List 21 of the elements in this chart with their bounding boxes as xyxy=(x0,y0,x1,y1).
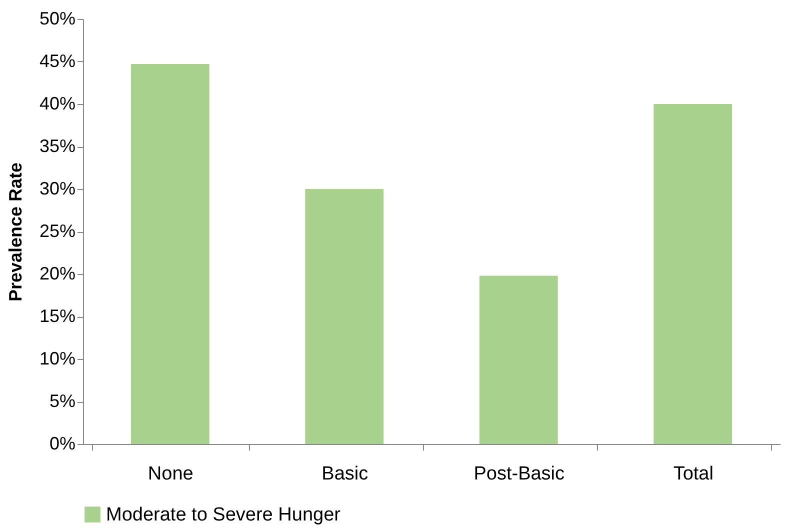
bar xyxy=(654,104,732,444)
bar xyxy=(479,276,558,444)
y-tick-label: 50% xyxy=(39,8,76,28)
bar xyxy=(130,64,210,444)
y-axis-title: Prevalence Rate xyxy=(5,162,26,302)
x-tick-label: Basic xyxy=(322,464,368,484)
x-tick-label: None xyxy=(148,464,194,484)
x-tick-label: Total xyxy=(673,464,714,484)
y-tick-label: 35% xyxy=(39,136,76,156)
y-tick-label: 30% xyxy=(39,178,76,198)
y-tick-label: 25% xyxy=(39,221,76,241)
y-tick-label: 45% xyxy=(39,51,76,71)
y-tick-label: 15% xyxy=(39,306,76,326)
y-tick-label: 20% xyxy=(39,264,76,284)
y-tick-label: 5% xyxy=(49,391,76,411)
y-tick-label: 40% xyxy=(39,94,76,114)
x-tick-label: Post-Basic xyxy=(474,464,565,484)
legend-label: Moderate to Severe Hunger xyxy=(106,504,342,526)
y-tick-label: 0% xyxy=(49,434,76,454)
y-tick-label: 10% xyxy=(39,348,76,368)
bar xyxy=(305,189,384,444)
